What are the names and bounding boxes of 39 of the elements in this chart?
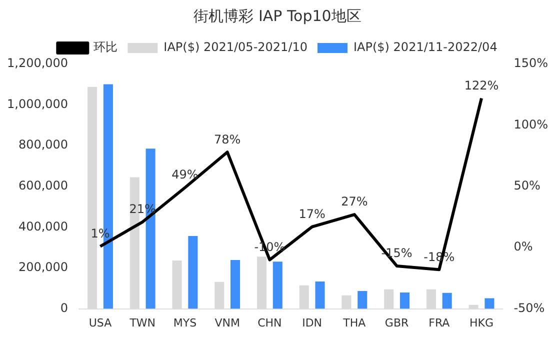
x-tick-label: HKG bbox=[470, 316, 494, 330]
y-tick-label: 0 bbox=[60, 300, 68, 315]
bar bbox=[400, 292, 410, 309]
bar bbox=[484, 298, 494, 309]
y-tick-label: 1,200,000 bbox=[6, 56, 68, 70]
bar bbox=[358, 291, 368, 309]
y-tick-label: 400,000 bbox=[18, 219, 68, 234]
y2-tick-label: 150% bbox=[514, 56, 548, 70]
y2-tick-label: 0% bbox=[514, 240, 533, 254]
bar bbox=[188, 236, 198, 309]
y-tick-label: 800,000 bbox=[18, 138, 68, 152]
legend-label: 环比 bbox=[94, 40, 118, 54]
y2-tick-label: -50% bbox=[514, 300, 545, 315]
bar bbox=[272, 262, 282, 309]
data-label: 78% bbox=[214, 132, 241, 146]
bar bbox=[230, 260, 240, 309]
data-label: 17% bbox=[298, 206, 326, 221]
y-tick-label: 200,000 bbox=[18, 260, 68, 274]
y-tick-label: 1,000,000 bbox=[6, 96, 68, 111]
x-tick-label: TWN bbox=[128, 316, 156, 330]
x-tick-label: USA bbox=[88, 316, 112, 330]
data-label: 122% bbox=[464, 78, 499, 92]
y2-tick-label: 50% bbox=[514, 178, 540, 193]
data-label: 27% bbox=[341, 194, 368, 209]
bar bbox=[442, 292, 452, 309]
x-tick-label: THA bbox=[342, 316, 366, 330]
bar bbox=[315, 281, 325, 309]
x-tick-label: CHN bbox=[258, 316, 282, 330]
data-label: 49% bbox=[172, 168, 198, 182]
x-tick-label: FRA bbox=[428, 316, 450, 330]
x-tick-label: GBR bbox=[384, 316, 409, 330]
chart-title: 街机博彩 IAP Top10地区 bbox=[194, 6, 362, 25]
legend-label: IAP($) 2021/11-2022/04 bbox=[354, 40, 498, 54]
legend-label: IAP($) 2021/05-2021/10 bbox=[164, 40, 308, 54]
y2-tick-label: 100% bbox=[514, 117, 548, 132]
x-tick-label: IDN bbox=[302, 316, 322, 330]
x-tick-label: MYS bbox=[173, 316, 197, 330]
x-tick-label: VNM bbox=[214, 316, 240, 330]
y-tick-label: 600,000 bbox=[18, 178, 68, 193]
